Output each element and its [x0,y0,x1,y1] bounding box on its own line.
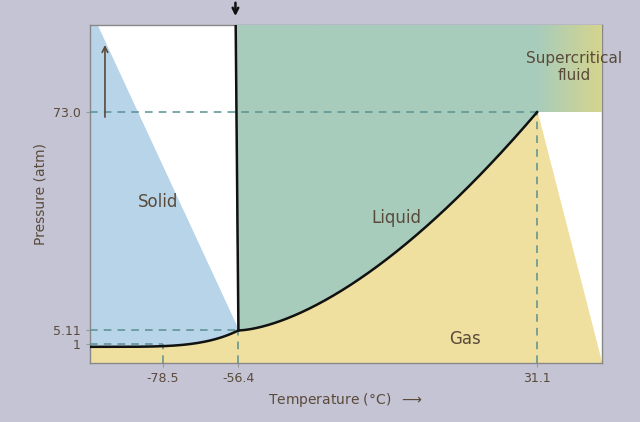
Text: Gas: Gas [449,330,481,348]
Polygon shape [90,112,602,363]
X-axis label: Temperature (°C)  $\longrightarrow$: Temperature (°C) $\longrightarrow$ [268,390,423,408]
Text: Solid: Solid [138,193,178,211]
Polygon shape [236,0,537,112]
Polygon shape [90,0,239,363]
Polygon shape [236,0,537,330]
Text: Liquid: Liquid [372,209,422,227]
Y-axis label: Pressure (atm): Pressure (atm) [33,143,47,245]
Text: Supercritical
fluid: Supercritical fluid [526,51,622,83]
Polygon shape [90,0,236,9]
